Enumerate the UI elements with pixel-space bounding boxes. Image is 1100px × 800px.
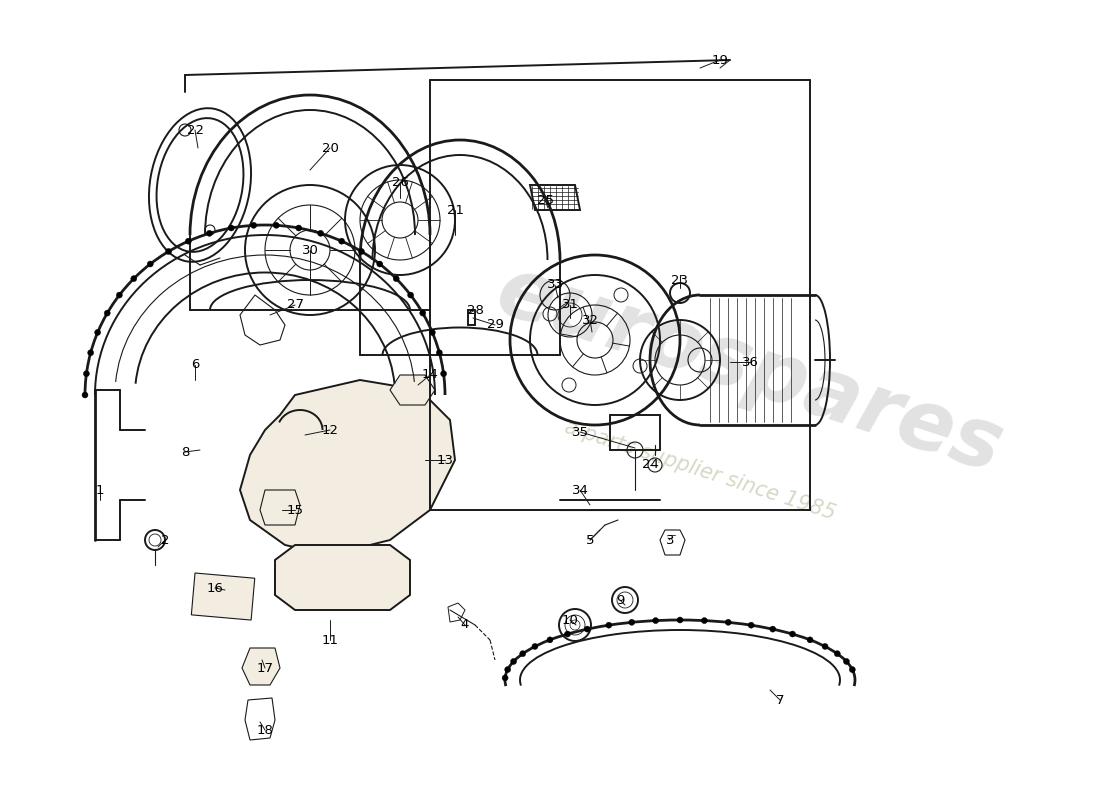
Text: 13: 13 <box>437 454 453 466</box>
Circle shape <box>532 643 538 650</box>
Circle shape <box>393 276 399 282</box>
Circle shape <box>790 631 795 637</box>
Circle shape <box>519 650 526 657</box>
Circle shape <box>229 225 234 231</box>
Text: 1: 1 <box>96 483 104 497</box>
Text: 36: 36 <box>741 355 758 369</box>
Text: 14: 14 <box>421 369 439 382</box>
Circle shape <box>207 230 212 236</box>
Text: 12: 12 <box>321 423 339 437</box>
Circle shape <box>849 666 856 673</box>
Circle shape <box>652 618 659 623</box>
Circle shape <box>437 350 442 356</box>
Circle shape <box>376 261 383 267</box>
Text: 16: 16 <box>207 582 223 594</box>
Circle shape <box>770 626 776 632</box>
Circle shape <box>186 238 191 244</box>
Circle shape <box>748 622 755 628</box>
Text: 29: 29 <box>486 318 504 331</box>
Text: 34: 34 <box>572 483 588 497</box>
Circle shape <box>676 617 683 623</box>
Circle shape <box>584 626 591 632</box>
Text: 18: 18 <box>256 723 274 737</box>
Circle shape <box>296 225 301 231</box>
Text: 21: 21 <box>447 203 463 217</box>
Circle shape <box>339 238 344 244</box>
Circle shape <box>725 619 732 626</box>
Text: 10: 10 <box>562 614 579 626</box>
Circle shape <box>318 230 323 236</box>
Circle shape <box>547 637 553 643</box>
Text: 35: 35 <box>572 426 588 438</box>
Bar <box>191 573 255 620</box>
Circle shape <box>834 650 840 657</box>
Polygon shape <box>242 648 280 685</box>
Text: 15: 15 <box>286 503 304 517</box>
Text: 25: 25 <box>537 194 553 206</box>
Text: 30: 30 <box>301 243 318 257</box>
Circle shape <box>84 370 89 377</box>
Text: 22: 22 <box>187 123 204 137</box>
Text: 3: 3 <box>666 534 674 546</box>
Text: 6: 6 <box>190 358 199 371</box>
Text: 2: 2 <box>161 534 169 546</box>
Circle shape <box>822 643 828 650</box>
Circle shape <box>117 292 122 298</box>
Circle shape <box>359 249 364 254</box>
Text: 28: 28 <box>466 303 483 317</box>
Text: 20: 20 <box>321 142 339 154</box>
Circle shape <box>95 330 100 335</box>
Text: 11: 11 <box>321 634 339 646</box>
Text: eurospares: eurospares <box>487 250 1013 490</box>
Circle shape <box>564 631 571 637</box>
Circle shape <box>251 222 256 228</box>
Text: 19: 19 <box>712 54 728 66</box>
Circle shape <box>441 370 447 377</box>
Text: 31: 31 <box>561 298 579 311</box>
Circle shape <box>429 330 436 335</box>
Circle shape <box>131 276 136 282</box>
Text: 5: 5 <box>585 534 594 546</box>
Polygon shape <box>240 380 455 555</box>
Circle shape <box>844 658 849 665</box>
Text: 8: 8 <box>180 446 189 458</box>
Circle shape <box>629 619 635 626</box>
Text: 27: 27 <box>286 298 304 311</box>
Text: 4: 4 <box>461 618 470 631</box>
Text: a parts supplier since 1985: a parts supplier since 1985 <box>562 417 838 523</box>
Text: 26: 26 <box>392 177 408 190</box>
Circle shape <box>104 310 110 316</box>
Text: 9: 9 <box>616 594 624 606</box>
Circle shape <box>408 292 414 298</box>
Text: 32: 32 <box>582 314 598 326</box>
Circle shape <box>505 666 510 673</box>
Circle shape <box>88 350 94 356</box>
Circle shape <box>273 222 279 228</box>
Text: 7: 7 <box>776 694 784 706</box>
Text: 23: 23 <box>671 274 689 286</box>
Circle shape <box>807 637 813 643</box>
Circle shape <box>420 310 426 316</box>
Circle shape <box>510 658 517 665</box>
Text: 24: 24 <box>641 458 659 471</box>
Text: 17: 17 <box>256 662 274 674</box>
Text: 33: 33 <box>547 278 563 291</box>
Circle shape <box>606 622 612 628</box>
Circle shape <box>82 392 88 398</box>
Circle shape <box>147 261 153 267</box>
Circle shape <box>166 249 172 254</box>
Circle shape <box>502 675 508 681</box>
Polygon shape <box>275 545 410 610</box>
Polygon shape <box>390 375 435 405</box>
Circle shape <box>702 618 707 623</box>
